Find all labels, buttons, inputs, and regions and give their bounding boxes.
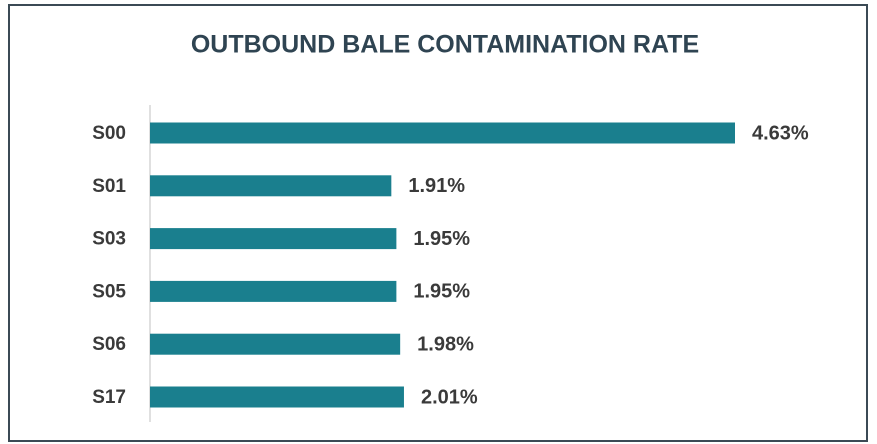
bar [150, 175, 392, 197]
value-label: 1.95% [413, 281, 470, 303]
value-label: 2.01% [421, 386, 478, 408]
category-label: S01 [92, 176, 126, 197]
value-label: 1.98% [417, 333, 474, 355]
bar [150, 228, 397, 250]
chart-frame [8, 4, 868, 442]
category-label: S05 [92, 281, 126, 302]
chart-title: OUTBOUND BALE CONTAMINATION RATE [191, 31, 699, 59]
category-label: S03 [92, 229, 126, 250]
category-label: S06 [92, 334, 126, 355]
category-label: S00 [92, 123, 126, 144]
value-label: 4.63% [752, 122, 809, 144]
bar [150, 333, 401, 355]
bar [150, 280, 397, 302]
bar [150, 122, 735, 144]
value-label: 1.95% [413, 228, 470, 250]
category-label: S17 [92, 387, 126, 408]
value-label: 1.91% [408, 175, 465, 197]
bar [150, 386, 404, 408]
